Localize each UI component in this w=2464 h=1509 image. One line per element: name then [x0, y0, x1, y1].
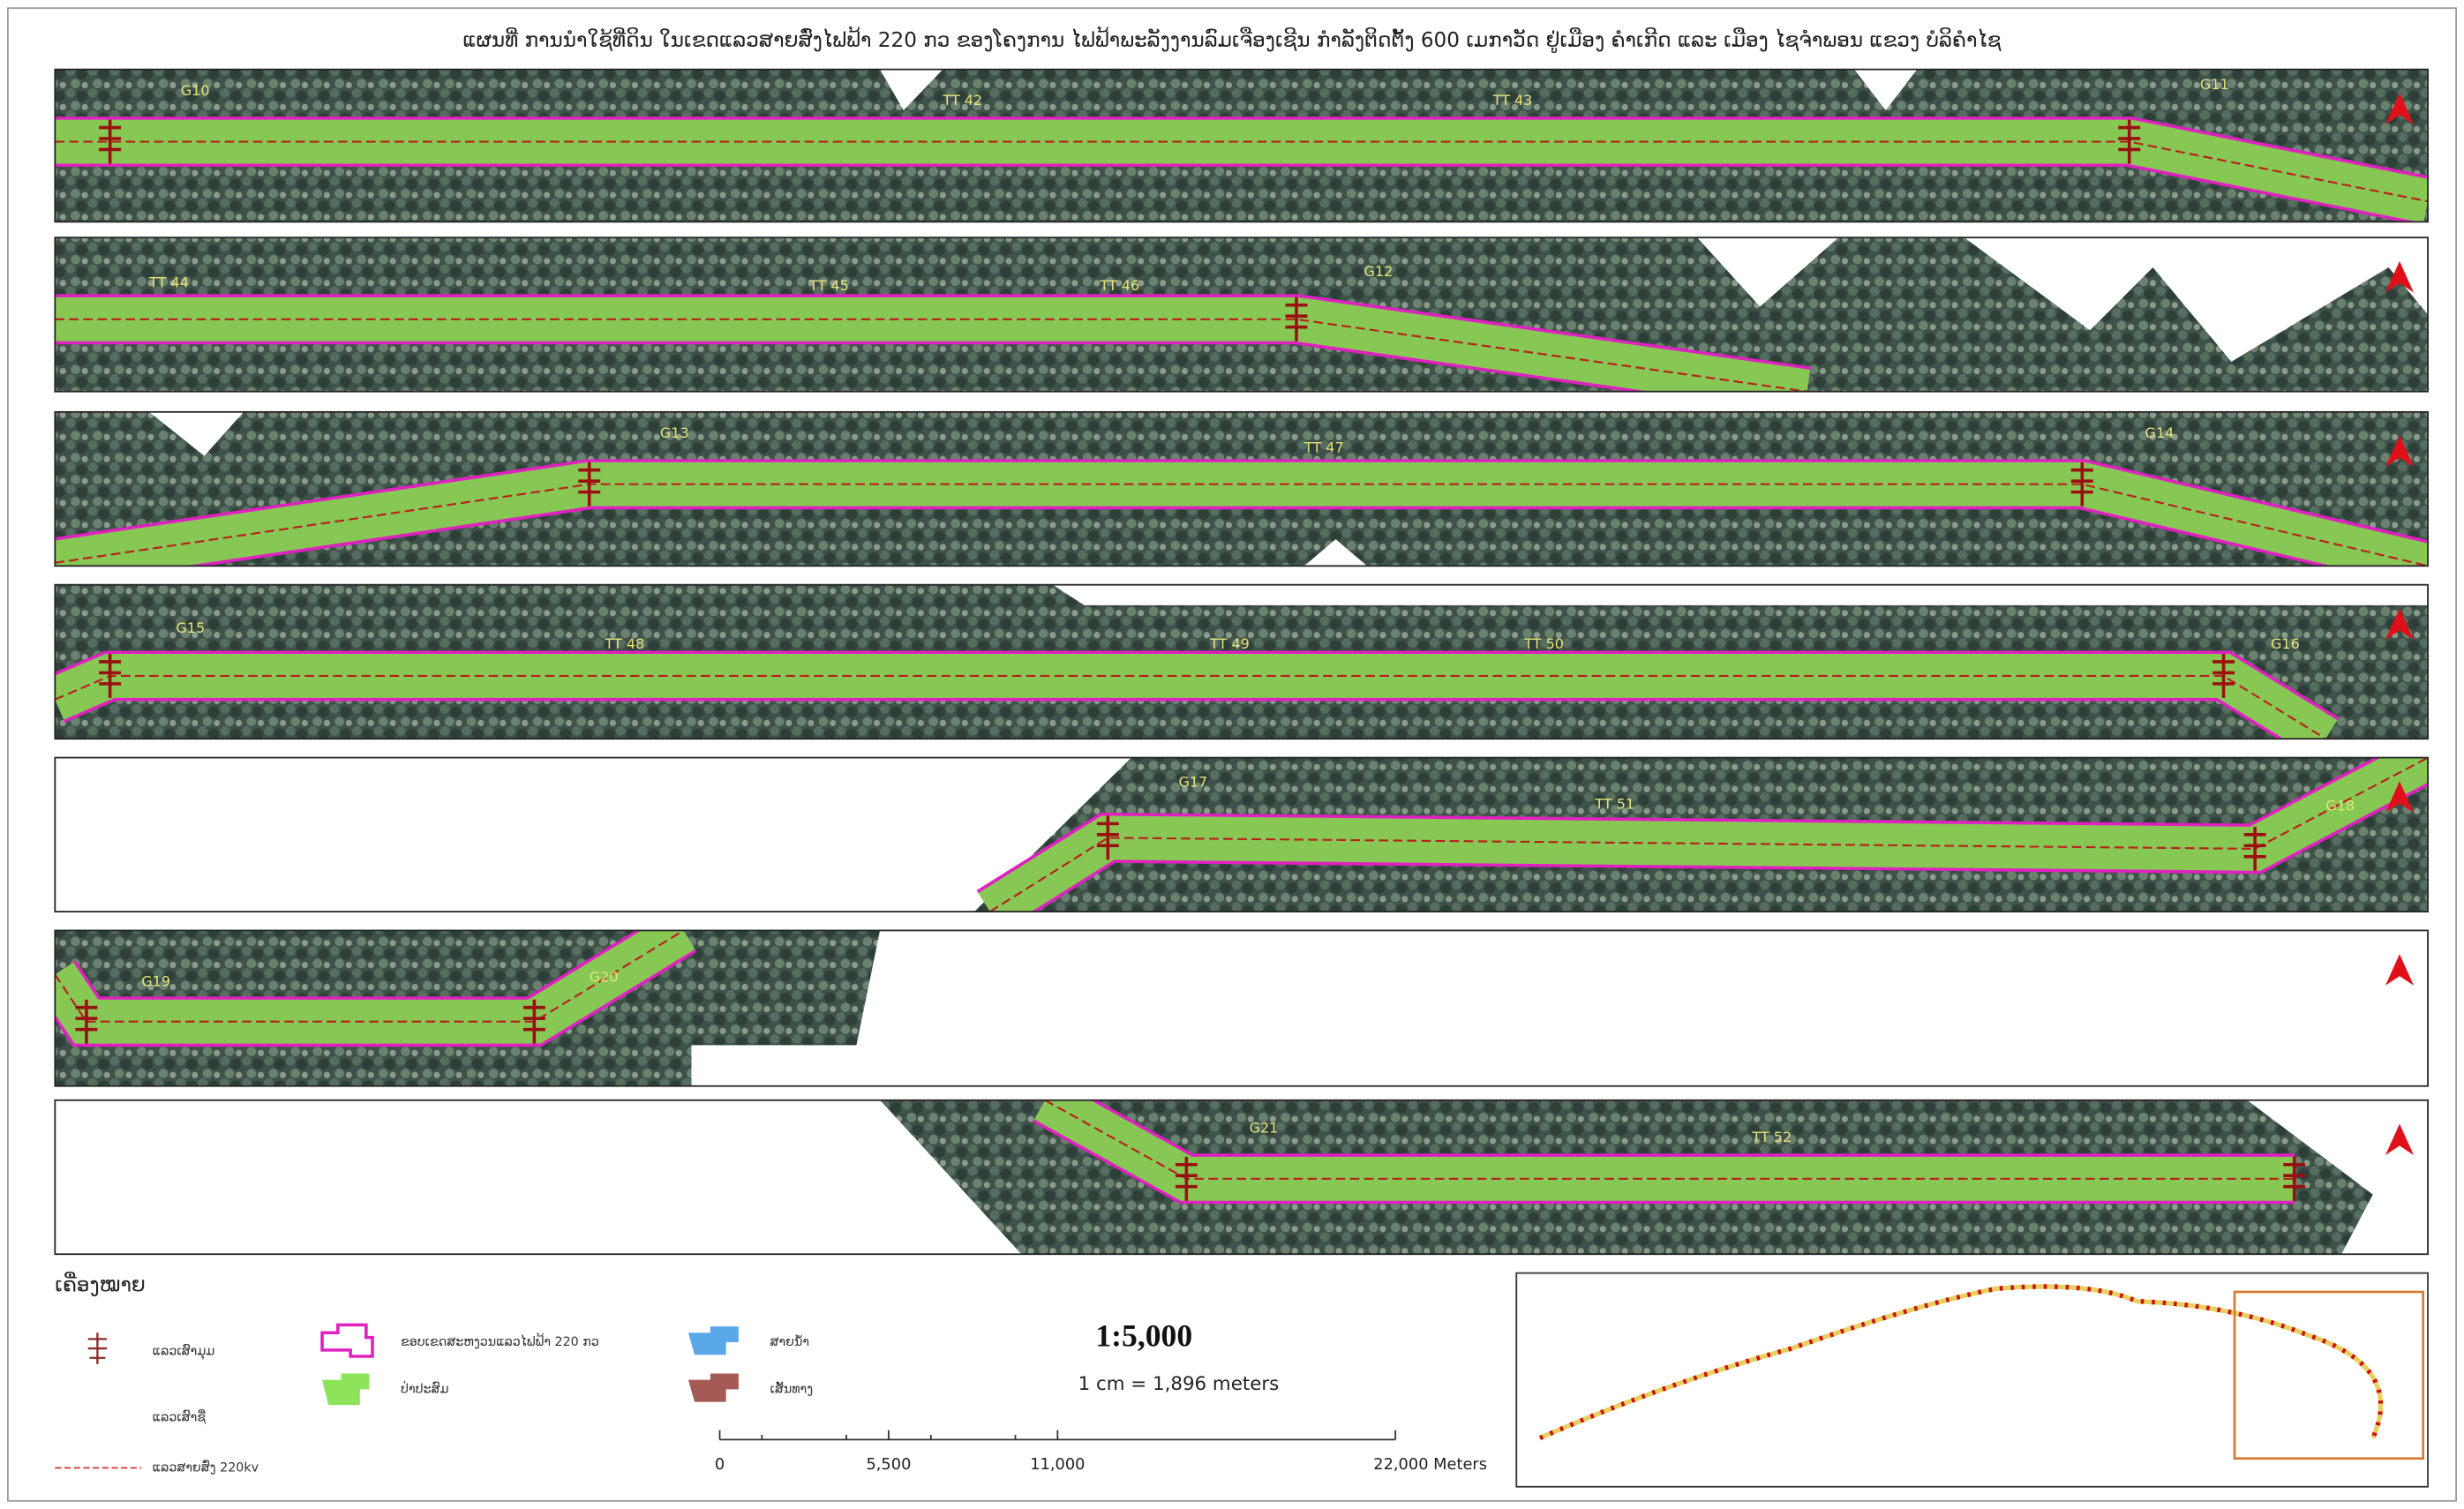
icon-angle-tower	[88, 1333, 107, 1364]
icon-river	[688, 1326, 739, 1355]
tower-label: TT 51	[1594, 795, 1634, 812]
legend-label: ເສັ້ນທາງ	[770, 1381, 813, 1396]
legend-label: ຂອບເຂດສະຫງວນແລວໄຟຟ້າ 220 ກວ	[401, 1333, 599, 1349]
map: ແຜນທີ່ ການນຳໃຊ້ທີ່ດິນ ໃນເຂດແລວສາຍສົ່ງໄຟຟ…	[0, 0, 2464, 1509]
legend: ເຄື່ອງໝາຍ ແລວເສົາມຸມ ແລວເສົາຊື່ ແລວສາຍສົ…	[55, 1271, 813, 1475]
legend-title: ເຄື່ອງໝາຍ	[55, 1271, 146, 1296]
tower-label: TT 52	[1751, 1129, 1792, 1145]
scale-tick-label: 22,000 Meters	[1373, 1455, 1487, 1474]
tower-label: G18	[2325, 797, 2355, 814]
icon-boundary	[322, 1325, 372, 1356]
map-panel: G17 TT 51 G18	[974, 758, 2428, 912]
icon-road	[688, 1374, 739, 1402]
tower-label: TT 44	[148, 274, 189, 290]
tower-label: TT 45	[808, 277, 849, 294]
icon-forest	[322, 1374, 369, 1406]
north-arrow	[2385, 954, 2414, 986]
tower-label: G13	[660, 424, 689, 441]
legend-label: ແລວສາຍສົ່ງ 220kv	[153, 1460, 259, 1475]
inset-map	[1516, 1273, 2428, 1487]
tower-label: G17	[1178, 774, 1207, 791]
page: {"title":"ແຜນທີ່ ການນຳໃຊ້ທີ່ດິນ ໃນເຂດແລວ…	[0, 0, 2464, 1509]
legend-label: ສາຍນ້ຳ	[770, 1334, 809, 1349]
tower-label: G19	[141, 973, 170, 990]
panels: G10 TT 42 TT 43 G11 TT 44 TT 45 TT 46 G12 G13 TT …	[55, 70, 2428, 1255]
tower-label: G20	[590, 968, 619, 985]
scale-tick-label: 11,000	[1030, 1455, 1085, 1474]
scale-bar: 0 5,500 11,000 22,000 Meters	[715, 1430, 1487, 1474]
tower-label: TT 43	[1492, 92, 1533, 109]
tower-label: G16	[2271, 635, 2300, 652]
legend-label: ປ່າປະສົມ	[401, 1381, 448, 1397]
tower-label: TT 47	[1303, 439, 1344, 455]
tower-label: G12	[1364, 263, 1394, 280]
legend-label: ແລວເສົາມຸມ	[153, 1344, 215, 1359]
map-panel: TT 44 TT 45 TT 46 G12	[55, 237, 2428, 392]
inset-frame	[1516, 1273, 2428, 1487]
tower-label: G14	[2145, 424, 2175, 441]
tower-label: G10	[181, 82, 210, 99]
scale-tick-label: 5,500	[866, 1455, 911, 1474]
legend-label: ແລວເສົາຊື່	[153, 1408, 207, 1424]
tower-label: G21	[1250, 1119, 1279, 1136]
tower-label: TT 46	[1099, 277, 1139, 294]
tower-label: TT 48	[605, 635, 645, 652]
map-title: ແຜນທີ່ ການນຳໃຊ້ທີ່ດິນ ໃນເຂດແລວສາຍສົ່ງໄຟຟ…	[462, 26, 2001, 54]
scale-tick-label: 0	[715, 1455, 725, 1474]
tower-label: TT 50	[1523, 635, 1564, 652]
scale-note: 1 cm = 1,896 meters	[1078, 1373, 1280, 1395]
map-panel: G13 TT 47 G14	[55, 412, 2428, 567]
tower-label: G15	[176, 619, 205, 636]
map-panel: G15 TT 48 TT 49 TT 50 G16	[55, 585, 2428, 739]
map-panel: G21 TT 52	[880, 1100, 2373, 1255]
map-panel: G10 TT 42 TT 43 G11	[55, 70, 2428, 222]
tower-label: TT 42	[942, 92, 982, 109]
tower-label: TT 49	[1209, 635, 1250, 652]
map-panel: G19 G20	[55, 930, 880, 1085]
tower-label: G11	[2200, 76, 2229, 93]
north-arrow	[2385, 1123, 2414, 1155]
scale-ratio: 1:5,000	[1095, 1318, 1192, 1354]
